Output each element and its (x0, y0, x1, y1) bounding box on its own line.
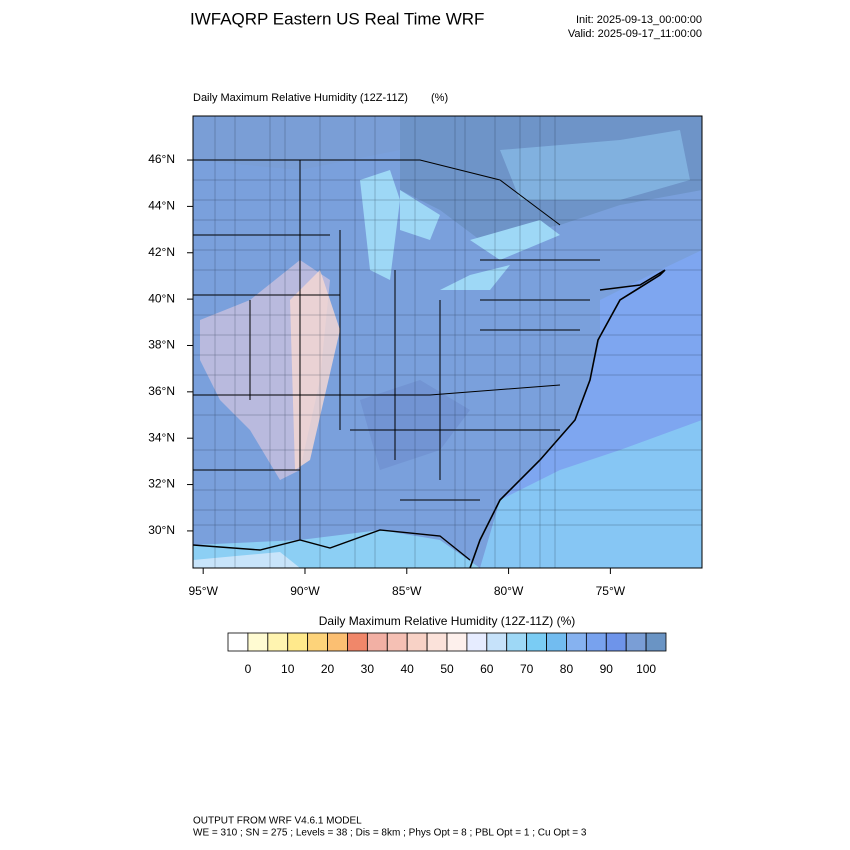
colorbar-box (287, 632, 309, 652)
y-tick-label: 44°N (148, 199, 175, 213)
colorbar-box (645, 632, 667, 652)
colorbar-box (446, 632, 468, 652)
colorbar-label: 70 (520, 662, 534, 676)
x-tick-label: 90°W (290, 584, 320, 598)
colorbar-label: 0 (245, 662, 252, 676)
colorbar-box (625, 632, 647, 652)
colorbar-box (406, 632, 428, 652)
map-units: (%) (431, 92, 448, 104)
colorbar-box (227, 632, 249, 652)
y-tick-label: 40°N (148, 291, 175, 305)
colorbar-box (327, 632, 348, 652)
title: IWFAQRP Eastern US Real Time WRF (190, 9, 484, 28)
map-frame (192, 115, 703, 569)
x-tick-label: 80°W (494, 584, 524, 598)
y-tick-label: 42°N (148, 245, 175, 259)
colorbar-box (307, 632, 328, 652)
map-title: Daily Maximum Relative Humidity (12Z-11Z… (193, 92, 408, 104)
x-tick-label: 75°W (596, 584, 626, 598)
colorbar-box (486, 632, 508, 652)
colorbar-label: 60 (480, 662, 494, 676)
valid-time: Valid: 2025-09-17_11:00:00 (568, 28, 702, 40)
y-tick-label: 36°N (148, 384, 175, 398)
footer-line: WE = 310 ; SN = 275 ; Levels = 38 ; Dis … (193, 828, 587, 839)
init-time: Init: 2025-09-13_00:00:00 (576, 14, 702, 26)
colorbar-box (526, 632, 547, 652)
colorbar-box (366, 632, 388, 652)
colorbar-label: 40 (401, 662, 415, 676)
colorbar-box (566, 632, 587, 652)
colorbar-label: 80 (560, 662, 574, 676)
colorbar-label: 10 (281, 662, 295, 676)
y-tick-label: 46°N (148, 152, 175, 166)
colorbar-box (247, 632, 269, 652)
x-tick-label: 85°W (392, 584, 422, 598)
map-field (193, 116, 702, 568)
y-tick-label: 34°N (148, 430, 175, 444)
colorbar-label: 100 (636, 662, 656, 676)
colorbar-box (605, 632, 627, 652)
y-tick-label: 30°N (148, 523, 175, 537)
colorbar-box (386, 632, 408, 652)
colorbar-box (546, 632, 567, 652)
colorbar-box (267, 632, 289, 652)
x-tick-label: 95°W (188, 584, 218, 598)
colorbar-title: Daily Maximum Relative Humidity (12Z-11Z… (319, 614, 576, 628)
y-tick-label: 38°N (148, 338, 175, 352)
colorbar-box (347, 632, 368, 652)
colorbar-box (426, 632, 448, 652)
colorbar-label: 20 (321, 662, 335, 676)
colorbar-label: 30 (361, 662, 375, 676)
colorbar-box (506, 632, 528, 652)
colorbar-box (585, 632, 607, 652)
colorbar-label: 90 (600, 662, 614, 676)
footer-line: OUTPUT FROM WRF V4.6.1 MODEL (193, 816, 362, 827)
y-tick-label: 32°N (148, 477, 175, 491)
colorbar-label: 50 (440, 662, 454, 676)
colorbar-box (466, 632, 488, 652)
